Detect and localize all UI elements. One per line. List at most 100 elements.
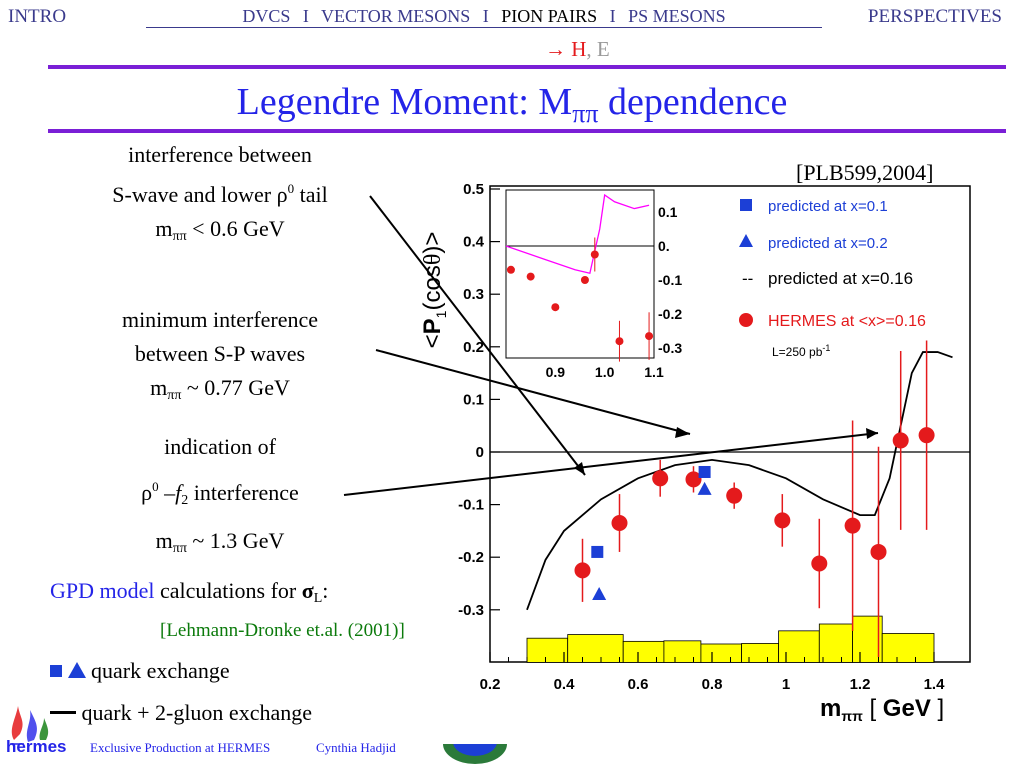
hermes-data-point [685,471,702,488]
subnav-comma: , [586,37,592,61]
subnav: → H, E [545,37,610,62]
inset-x-tick-label: 1.0 [595,364,615,380]
subnav-h[interactable]: H [571,37,587,61]
model-curve-x016 [526,351,953,611]
hermes-logo: hermes [4,700,76,764]
inset-data-point [580,276,589,284]
inset-data-point [506,265,515,274]
top-rule [48,65,1006,69]
nav-ps-mesons[interactable]: PS MESONS [628,6,726,26]
gpd-model-line: GPD model calculations for σL: [50,578,329,606]
nav-dvcs[interactable]: DVCS [242,6,291,26]
arrow-low-mass [369,195,586,476]
inset-y-tick-label: 0. [658,238,670,254]
luminosity-label: L=250 pb-1 [772,343,830,359]
arrow-high-mass-head [866,428,878,439]
arrow-low-mass-head [574,462,585,475]
systematic-bar [663,640,702,663]
svg-text:<P1(cosθ)>: <P1(cosθ)> [419,232,449,349]
systematic-bar [778,630,820,663]
legend-hermes: HERMES at <x>=0.16 [768,313,926,330]
chart-legend: predicted at x=0.1 predicted at x=0.2 --… [739,198,926,359]
arrow-mid-mass-head [675,427,690,438]
nav-vector-mesons[interactable]: VECTOR MESONS [321,6,471,26]
page-title: Legendre Moment: Mππ dependence [236,81,788,128]
hermes-data-point [774,512,791,529]
hermes-data-point [892,432,909,449]
systematic-bar [526,637,569,663]
blue-triangle-icon [67,662,86,678]
inset-y-tick-label: 0.1 [658,204,678,220]
prediction-x01-point [591,545,604,558]
footer-author: Cynthia Hadjid [316,740,396,755]
subnav-e[interactable]: E [596,37,610,61]
inset-data-point [645,332,654,341]
legend-gluon-exchange: quark + 2-gluon exchange [50,700,312,726]
x-tick-label: 0.4 [554,676,576,693]
reference-label: [PLB599,2004] [796,160,934,185]
annotation-mid-mass: minimum interference between S-P waves m… [121,307,319,403]
legend-x02: predicted at x=0.2 [768,235,888,252]
title-rule [48,129,1006,133]
inset-plot: 0.9 1.0 1.1 0.1 0. -0.1 -0.2 -0.3 [505,189,682,380]
x-tick-label: 1 [782,676,790,693]
hermes-data-point [811,555,828,572]
systematic-bar [852,615,883,663]
x-tick-label: 1.2 [850,676,871,693]
citation: [Lehmann-Dronke et.al. (2001)] [160,620,405,641]
legend-x016: predicted at x=0.16 [768,269,913,288]
legend-circle-icon [739,313,753,327]
arrow-high-mass [343,432,879,496]
blue-square-icon [50,665,62,677]
inset-y-tick-label: -0.3 [658,340,682,356]
systematic-bar [567,634,624,663]
systematic-bar [881,633,935,663]
arrow-icon: → [545,37,566,61]
systematic-bar [622,640,665,663]
inset-data-point [590,250,599,259]
systematic-bar [818,623,853,663]
corner-logo [440,744,510,768]
legend-quark-exchange: quark exchange [50,658,230,684]
plot-frame [489,185,971,663]
footer-title: Exclusive Production at HERMES [90,740,271,755]
inset-y-tick-label: -0.2 [658,306,682,322]
annotation-arrows [343,195,879,496]
arrow-mid-mass [375,349,691,435]
hermes-data-point [726,487,743,504]
hermes-data-point [918,427,935,444]
y-tick-label: 0.4 [463,234,485,251]
inset-data-point [615,337,624,346]
nav-pion-pairs[interactable]: PION PAIRS [501,6,598,26]
x-tick-label: 0.2 [480,676,501,693]
nav-separator: I [302,6,309,26]
inset-x-tick-label: 1.1 [644,364,664,380]
prediction-x02-point [592,587,607,601]
black-line-icon [50,711,76,714]
legend-dash: -- [742,269,753,288]
inset-data-point [551,303,560,312]
y-tick-label: 0.1 [463,391,484,408]
legend-square-icon [740,199,752,211]
x-axis-label: mππ [ GeV ] [820,695,944,724]
svg-text:hermes: hermes [6,737,66,756]
y-tick-label: 0.3 [463,286,484,303]
nav-perspectives[interactable]: PERSPECTIVES [867,6,1002,27]
section-navbar: DVCS I VECTOR MESONS I PION PAIRS I PS M… [146,6,822,28]
nav-intro[interactable]: INTRO [8,6,67,27]
hermes-data-point [611,515,628,532]
y-tick-label: -0.1 [458,497,484,514]
legend-triangle-icon [739,234,753,247]
inset-model-curve [505,193,650,274]
x-tick-label: 1.4 [924,676,946,693]
prediction-x02-point [697,481,712,495]
hermes-data-point [574,562,591,579]
x-tick-label: 0.8 [702,676,723,693]
gpd-model-link[interactable]: GPD model [50,578,155,603]
y-tick-label: -0.2 [458,549,484,566]
x-tick-label: 0.6 [628,676,649,693]
nav-separator: I [482,6,489,26]
prediction-x01-point [698,465,711,478]
y-tick-label: 0.5 [463,181,484,198]
inset-data-point [526,272,535,281]
